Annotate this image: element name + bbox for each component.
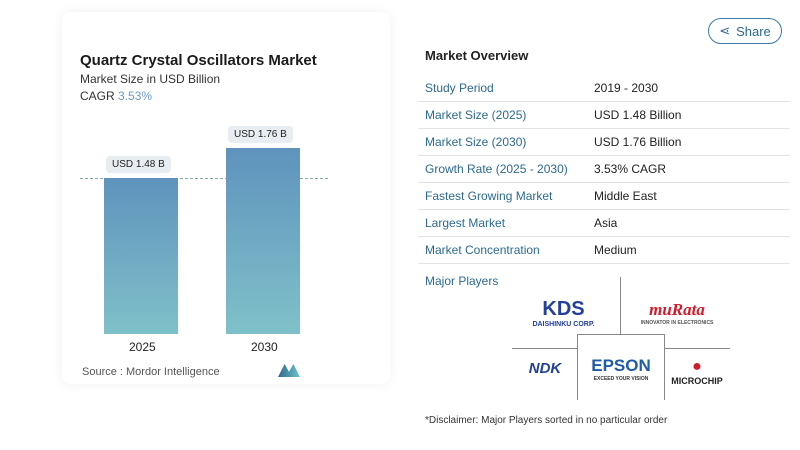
x-tick-label: 2025 <box>129 340 156 354</box>
logo-murata: muRata INNOVATOR IN ELECTRONICS <box>640 300 714 326</box>
overview-row: Largest Market Asia <box>418 210 790 237</box>
cagr-label: CAGR <box>80 89 115 103</box>
row-key: Market Size (2030) <box>425 135 527 149</box>
bar-2025 <box>104 178 178 334</box>
data-label: USD 1.76 B <box>228 126 293 144</box>
overview-row: Market Size (2030) USD 1.76 Billion <box>418 129 790 156</box>
row-value: Medium <box>594 243 637 257</box>
row-key: Largest Market <box>425 216 506 230</box>
bar-2030 <box>226 148 300 334</box>
source: Source : Mordor Intelligence <box>82 366 220 378</box>
row-key: Fastest Growing Market <box>425 189 553 203</box>
overview-row: Market Size (2025) USD 1.48 Billion <box>418 102 790 129</box>
logo-microchip: ● MICROCHIP <box>671 358 723 386</box>
chart-subtitle: Market Size in USD Billion <box>80 72 221 86</box>
overview-row: Growth Rate (2025 - 2030) 3.53% CAGR <box>418 156 790 183</box>
epson-box <box>577 334 665 400</box>
overview-title: Market Overview <box>425 48 529 63</box>
overview-row: Fastest Growing Market Middle East <box>418 183 790 210</box>
logo-ndk: NDK <box>528 360 562 377</box>
row-value: USD 1.76 Billion <box>594 135 682 149</box>
cagr: CAGR 3.53% <box>80 89 152 103</box>
row-key: Study Period <box>425 81 494 95</box>
overview-row: Study Period 2019 - 2030 <box>418 75 790 102</box>
row-value: USD 1.48 Billion <box>594 108 682 122</box>
row-key: Market Concentration <box>425 243 540 257</box>
row-value: 3.53% CAGR <box>594 162 667 176</box>
chart-title: Quartz Crystal Oscillators Market <box>80 52 317 69</box>
row-key: Market Size (2025) <box>425 108 527 122</box>
cagr-value: 3.53% <box>118 89 153 103</box>
reference-line <box>80 178 328 179</box>
logo-epson: EPSON EXCEED YOUR VISION <box>591 356 651 382</box>
share-label: Share <box>736 23 771 39</box>
players-title: Major Players <box>425 274 499 288</box>
overview-row: Market Concentration Medium <box>418 237 790 264</box>
share-button[interactable]: ⋖ Share <box>708 18 782 44</box>
row-value: Middle East <box>594 189 657 203</box>
x-tick-label: 2030 <box>251 340 278 354</box>
disclaimer: *Disclaimer: Major Players sorted in no … <box>425 415 668 426</box>
row-value: Asia <box>594 216 618 230</box>
row-value: 2019 - 2030 <box>594 81 659 95</box>
divider <box>620 277 621 347</box>
share-icon: ⋖ <box>719 23 731 38</box>
logo-kds: KDS DAISHINKU CORP. <box>532 298 595 328</box>
data-label: USD 1.48 B <box>106 156 171 173</box>
row-key: Growth Rate (2025 - 2030) <box>425 162 568 176</box>
